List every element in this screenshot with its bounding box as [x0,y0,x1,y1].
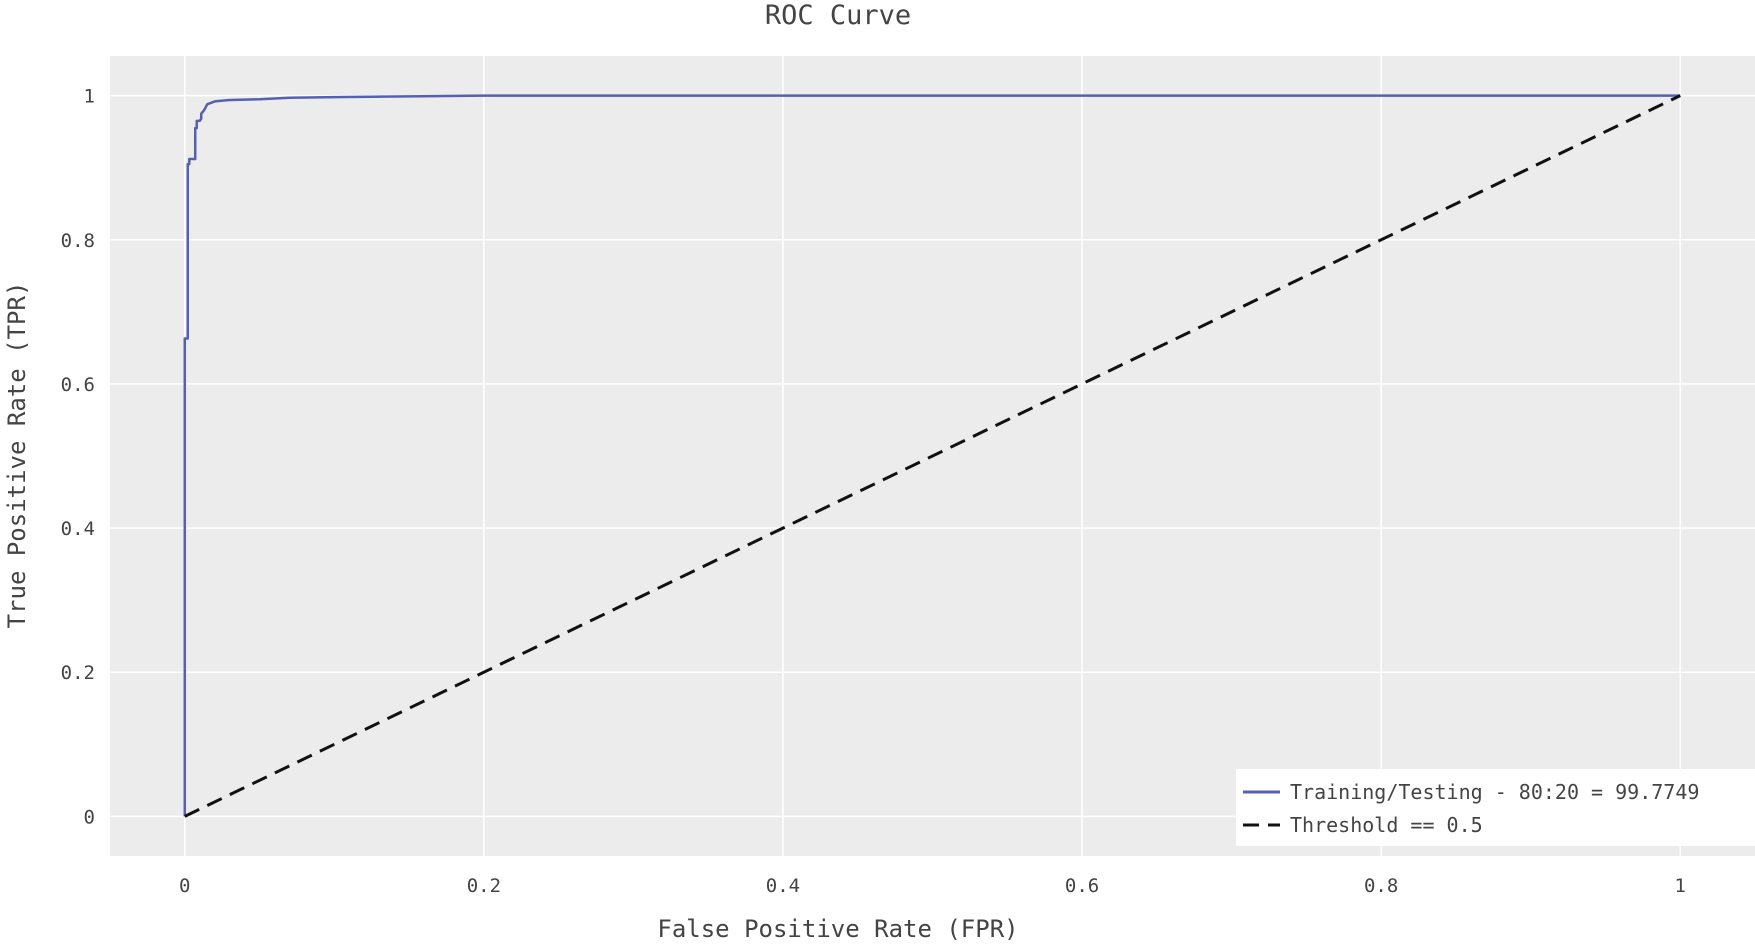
y-tick-label: 0.4 [61,518,95,540]
series-layer [183,94,1681,818]
y-tick-label: 0 [84,806,95,828]
x-tick-label: 0.4 [766,875,800,897]
y-tick-label: 1 [84,86,95,108]
y-tick-label: 0.2 [61,662,95,684]
x-tick-label: 0.6 [1065,875,1099,897]
y-tick-label: 0.6 [61,374,95,396]
chart-title: ROC Curve [765,0,911,31]
legend: Training/Testing - 80:20 = 99.7749 Thres… [1236,769,1755,846]
legend-label-threshold: Threshold == 0.5 [1290,813,1483,837]
y-axis-title: True Positive Rate (TPR) [3,282,31,629]
series-line-training [183,94,1681,817]
y-tick-label: 0.8 [61,230,95,252]
x-tick-label: 1 [1675,875,1686,897]
legend-box [1236,769,1755,846]
x-axis-title: False Positive Rate (FPR) [657,915,1018,943]
series-line-threshold [184,94,1681,818]
x-tick-label: 0.2 [467,875,501,897]
tick-labels: 0 0.2 0.4 0.6 0.8 1 0 0.2 0.4 0.6 0.8 1 [61,86,1686,897]
legend-label-training: Training/Testing - 80:20 = 99.7749 [1290,780,1699,804]
x-tick-label: 0.8 [1364,875,1398,897]
x-tick-label: 0 [179,875,190,897]
